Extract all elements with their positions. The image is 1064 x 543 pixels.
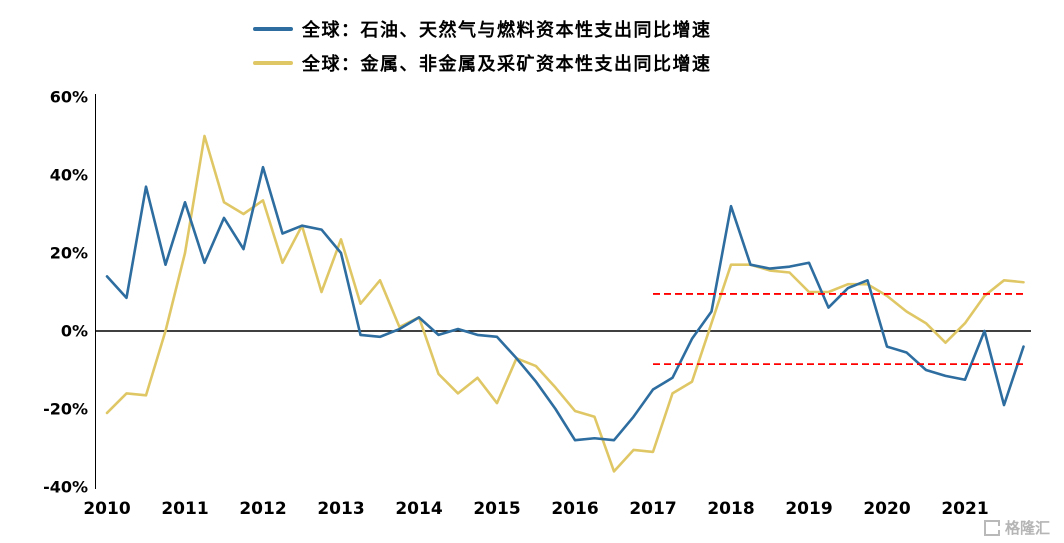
gelonghui-logo-icon [983, 519, 1000, 536]
gelonghui-watermark-text: 格隆汇 [1004, 519, 1050, 537]
oil-gas-capex-line [105, 165, 1025, 442]
y-axis-tick-label: 60% [50, 88, 88, 107]
x-axis-tick-label: 2017 [629, 499, 676, 519]
x-axis-tick-label: 2019 [785, 499, 832, 519]
metals-mining-legend-label: 全球：金属、非金属及采矿资本性支出同比增速 [302, 54, 712, 75]
x-axis-tick-label: 2018 [707, 499, 754, 519]
y-axis-tick-label: -40% [43, 478, 88, 497]
y-axis-tick-label: 20% [50, 244, 88, 263]
y-axis-tick-label: 0% [61, 322, 88, 341]
x-axis-tick-label: 2010 [83, 499, 130, 519]
x-axis-tick-label: 2020 [863, 499, 910, 519]
chart-legend: 全球：石油、天然气与燃料资本性支出同比增速 全球：金属、非金属及采矿资本性支出同… [253, 12, 712, 80]
metals-mining-legend-line-sample [253, 61, 293, 65]
x-axis-tick-label: 2014 [395, 499, 442, 519]
x-axis-tick-label: 2012 [239, 499, 286, 519]
legend-item-metals-mining: 全球：金属、非金属及采矿资本性支出同比增速 [253, 46, 712, 80]
y-axis-tick-label: 40% [50, 166, 88, 185]
x-axis-tick-label: 2013 [317, 499, 364, 519]
metals-mining-capex-line [105, 134, 1025, 473]
legend-item-oil-gas: 全球：石油、天然气与燃料资本性支出同比增速 [253, 12, 712, 46]
x-axis-tick-label: 2015 [473, 499, 520, 519]
y-axis-tick-label: -20% [43, 400, 88, 419]
x-axis-tick-label: 2021 [941, 499, 988, 519]
oil-gas-legend-label: 全球：石油、天然气与燃料资本性支出同比增速 [302, 20, 712, 41]
x-axis-tick-label: 2016 [551, 499, 598, 519]
oil-gas-legend-line-sample [253, 27, 293, 31]
x-axis-tick-label: 2011 [161, 499, 208, 519]
gelonghui-watermark: 格隆汇 [983, 517, 1050, 538]
